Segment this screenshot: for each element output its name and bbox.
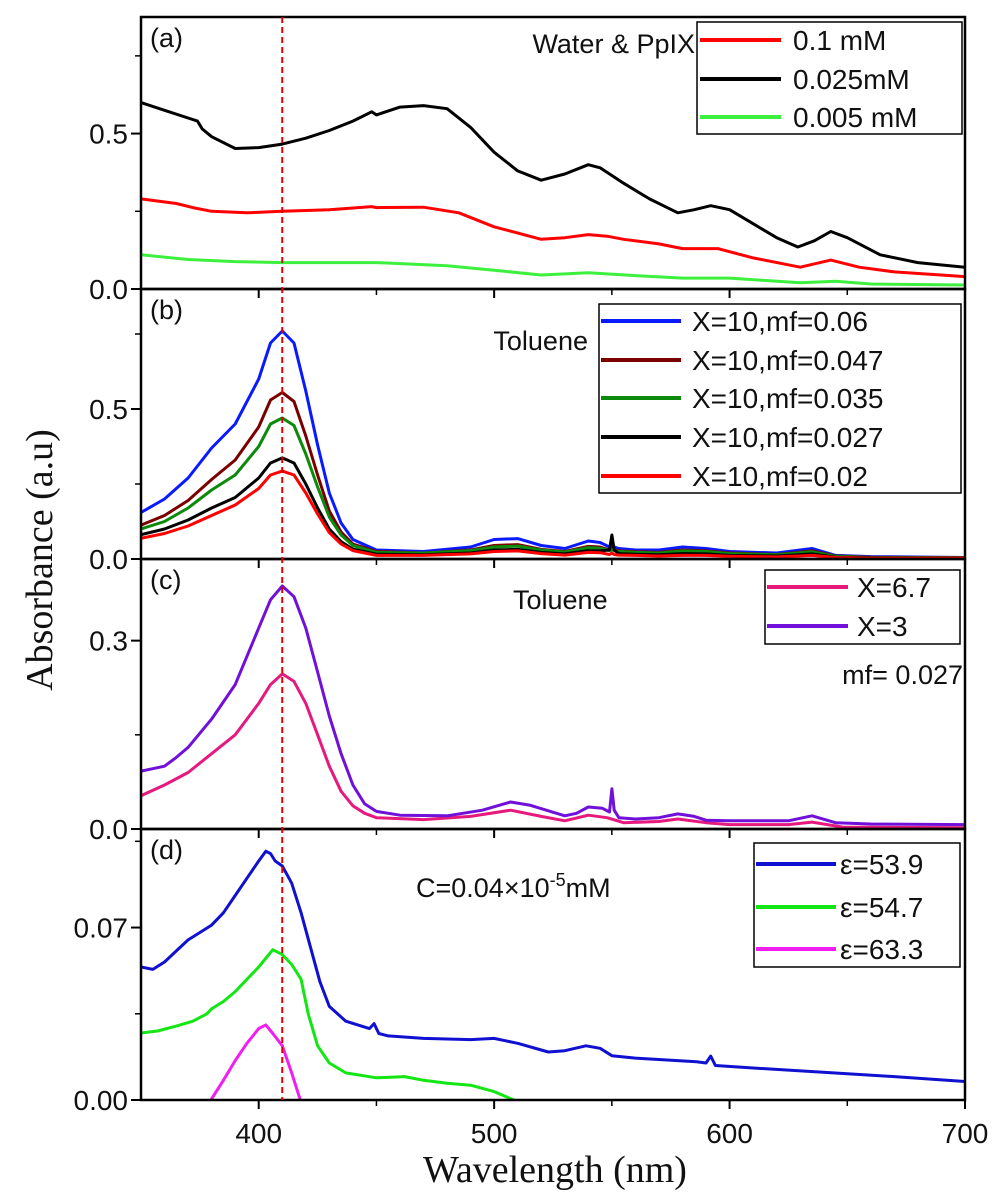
legend-label: X=10,mf=0.06 [692,306,868,337]
panel-a: 0.0 0.5 (a) Water & PpIX 0.1 mM 0.025mM 0.005 … [89,15,967,305]
legend-label: ε=54.7 [840,892,923,923]
legend: 0.1 mM 0.025mM 0.005 mM [696,21,963,135]
legend-label: X=10,mf=0.027 [692,422,883,453]
x-axis-title: Wavelength (nm) [423,1149,687,1191]
panel-label: (b) [150,295,183,325]
legend-label: ε=53.9 [840,849,923,880]
y-tick-label: 0.0 [89,274,128,305]
panel-b: 0.0 0.5 (b) Toluene X=10,mf=0.06 X=10,mf=0.04… [89,287,967,575]
y-tick-label: 0.0 [89,544,128,575]
x-tick-label: 600 [706,1118,753,1149]
panel-c: 0.0 0.3 (c) Toluene mf= 0.027 X=6.7 X=3 [89,557,967,845]
x-tick-label: 400 [235,1118,282,1149]
legend-label: 0.025mM [793,64,910,95]
series-line [141,672,965,829]
panel-annotation: Toluene [493,326,588,356]
annotation-superscript: -5 [550,870,566,890]
series-line [141,416,965,559]
legend-label: X=10,mf=0.02 [692,461,868,492]
series-line [141,253,965,287]
panel-label: (a) [150,23,183,53]
y-tick-label: 0.5 [89,394,128,425]
series-line [141,849,965,1083]
series-line [141,101,965,269]
series-line [141,469,965,559]
series-line [141,948,518,1100]
y-tick-label: 0.07 [74,913,129,944]
legend-label: X=6.7 [857,572,931,603]
concentration-annotation: C=0.04×10-5mM [416,870,611,903]
legend-label: ε=63.3 [840,934,923,965]
panel-annotation: mf= 0.027 [842,660,963,690]
series-line [141,584,965,827]
y-tick-label: 0.00 [74,1085,129,1116]
legend-label: 0.1 mM [793,25,886,56]
panel-d: 0.00 0.07 (d) C=0.04×10-5mM ε=53.9 ε=54.7 ε=63… [74,827,967,1116]
legend-label: X=10,mf=0.035 [692,383,883,414]
panel-label: (d) [150,835,183,865]
panel-annotation: Water & PpIX [532,29,695,59]
panel-label: (c) [150,565,181,595]
y-tick-label: 0.5 [89,119,128,150]
x-tick-label: 700 [942,1118,989,1149]
annotation-prefix: C=0.04×10 [416,873,550,903]
y-tick-label: 0.0 [89,814,128,845]
series-line [141,197,965,279]
legend: X=10,mf=0.06 X=10,mf=0.047 X=10,mf=0.035 X=… [598,303,962,494]
panel-annotation: Toluene [513,585,608,615]
annotation-suffix: mM [566,873,611,903]
panel-frame [139,827,967,1102]
y-axis-title: Absorbance (a.u) [19,429,61,691]
series-line [209,1023,302,1100]
legend-label: X=3 [857,611,908,642]
series-line [141,329,965,559]
legend-box [764,569,961,645]
legend-label: 0.005 mM [793,102,918,133]
x-tick-label: 500 [471,1118,518,1149]
legend: ε=53.9 ε=54.7 ε=63.3 [753,842,961,968]
legend: X=6.7 X=3 [764,569,961,645]
legend-label: X=10,mf=0.047 [692,345,883,376]
y-tick-label: 0.3 [89,626,128,657]
